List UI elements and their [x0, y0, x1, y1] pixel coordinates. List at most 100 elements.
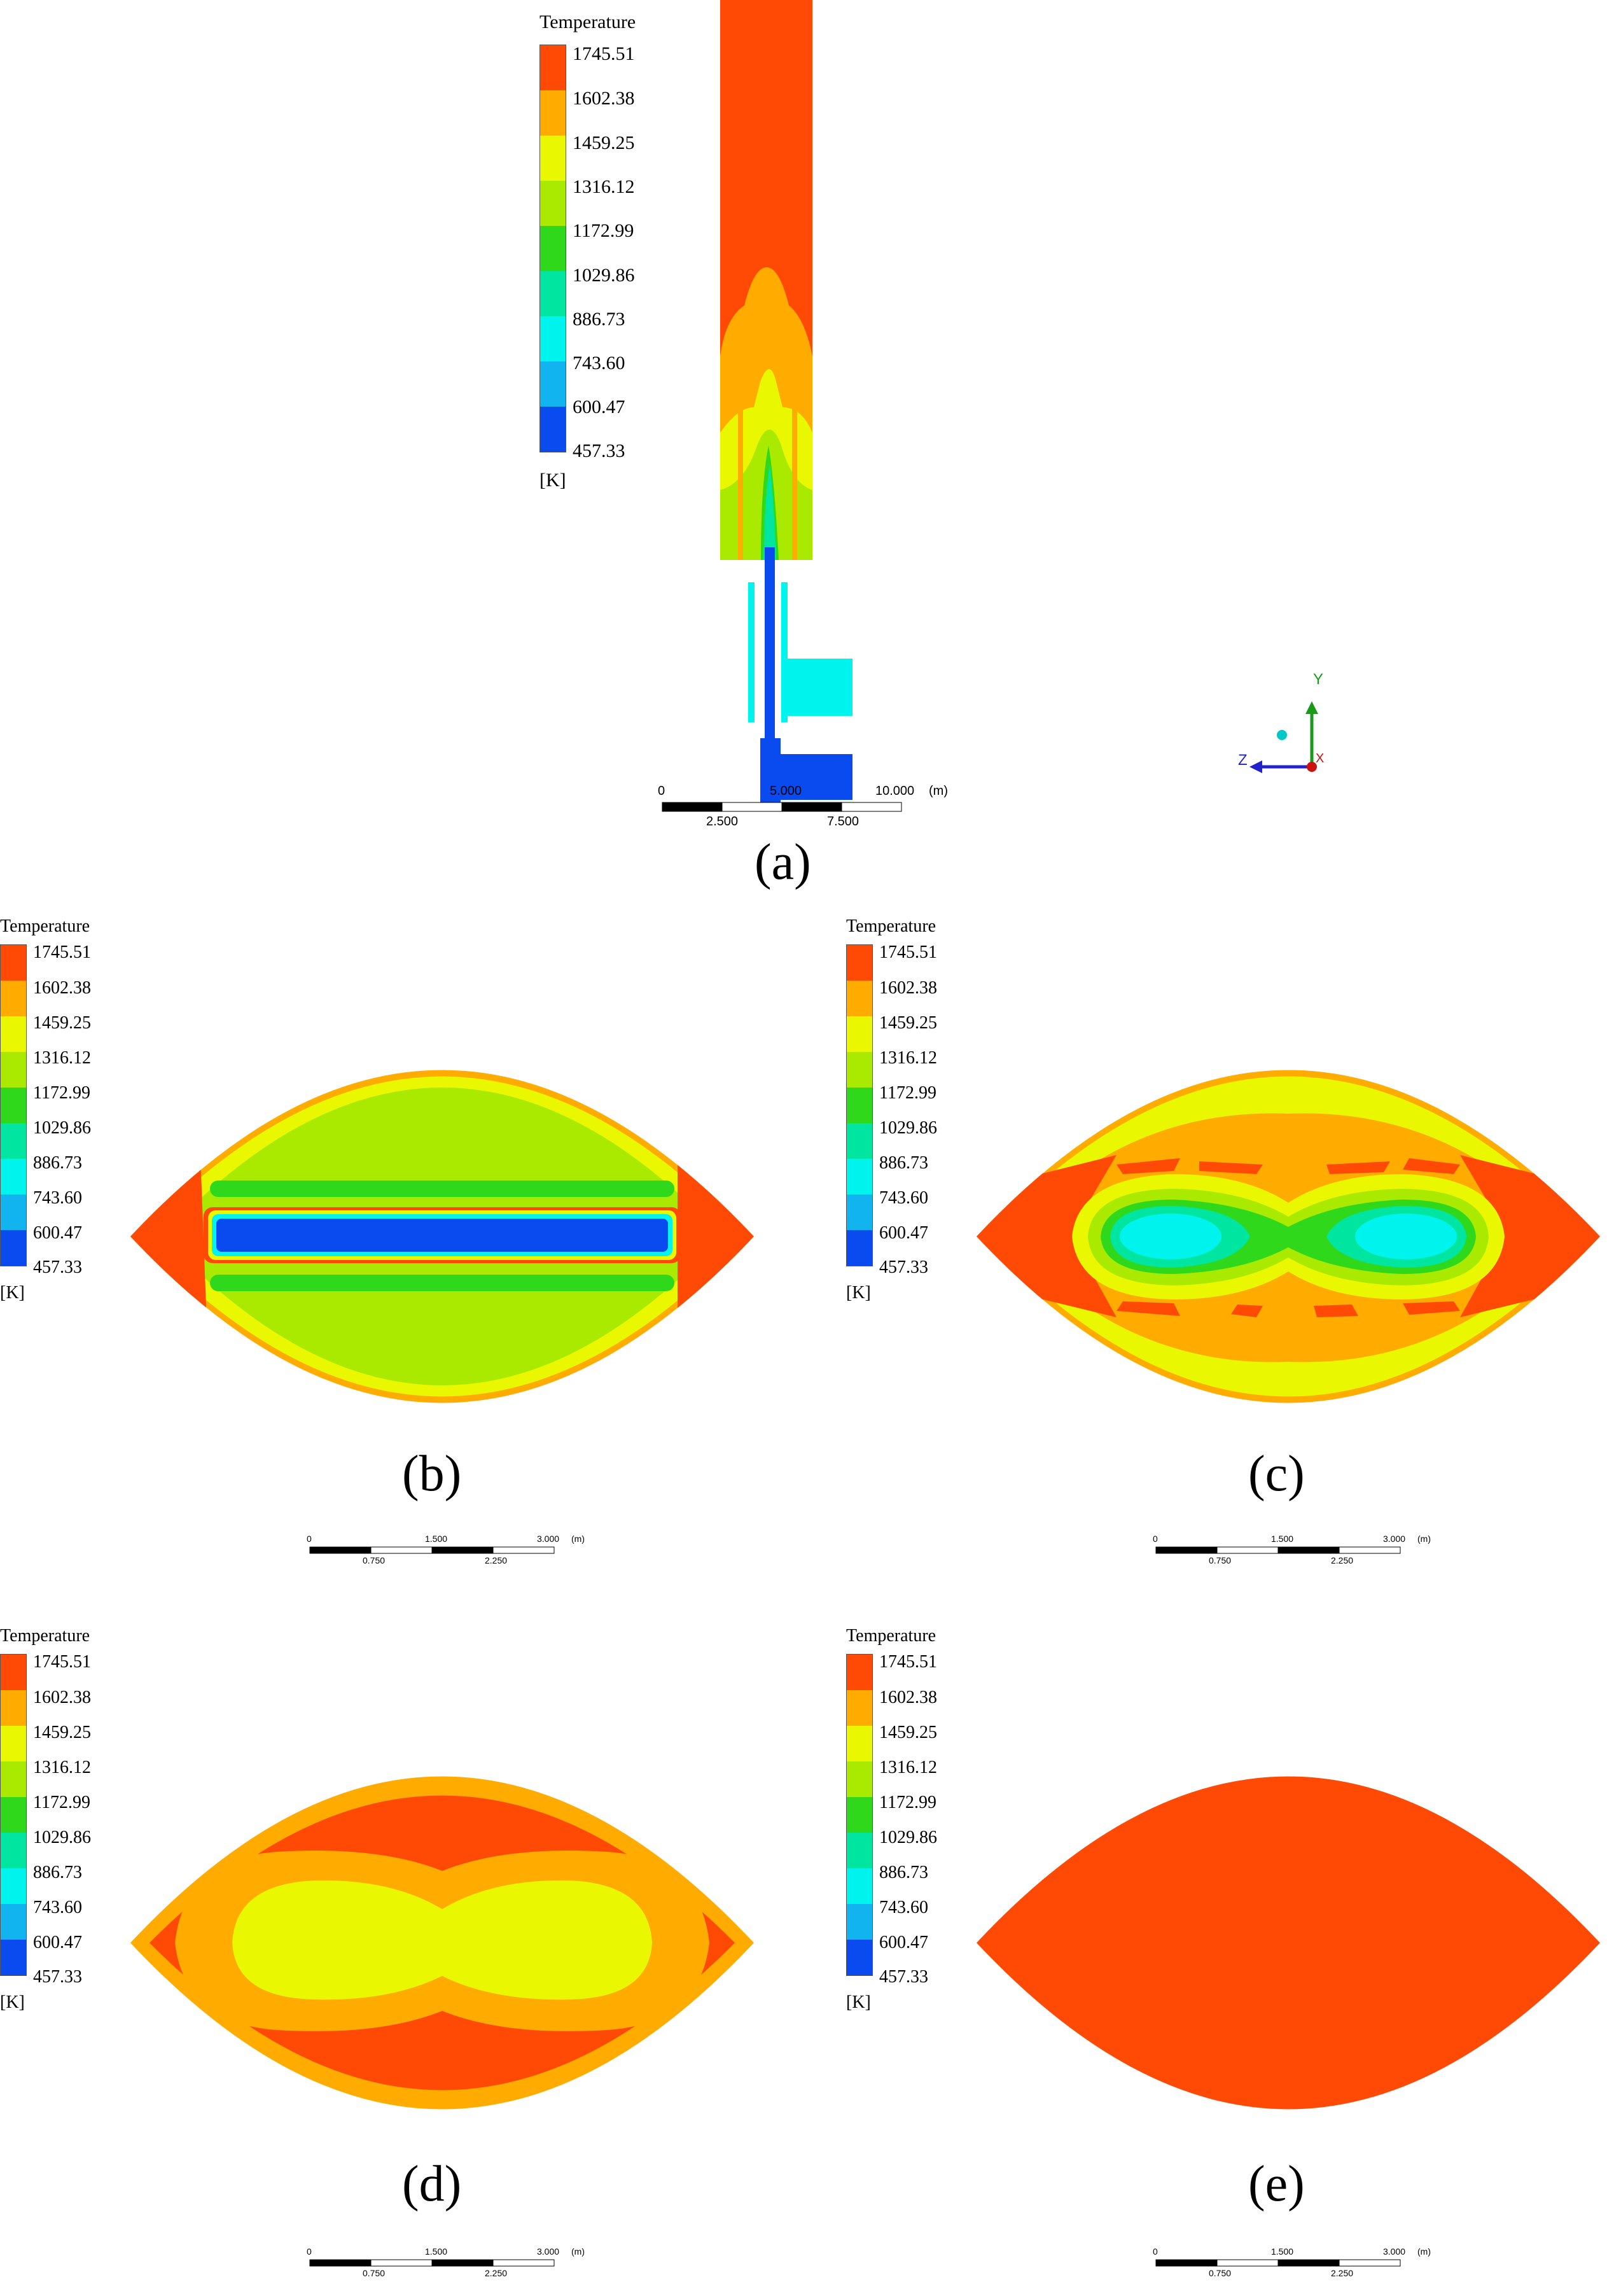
- chamber-cyan-core: [763, 465, 776, 560]
- hot-zone-right: [1460, 1155, 1600, 1317]
- hot-corner-left: [130, 1155, 207, 1324]
- cyan-wall-left: [748, 582, 755, 722]
- scale-tick: 3.000: [537, 2246, 560, 2257]
- cyan-lobe-left: [1120, 1214, 1221, 1259]
- scale-segment: [781, 802, 842, 812]
- scale-segment: [370, 2259, 433, 2267]
- chamber-orange-band: [738, 407, 743, 560]
- color-scale-bar: [0, 1654, 27, 1976]
- legend-b: Temperature 1745.51 1602.38 1459.25 1316…: [0, 916, 127, 1303]
- legend-value: 457.33: [573, 440, 625, 461]
- legend-value: 1316.12: [33, 1048, 91, 1068]
- legend-value: 457.33: [879, 1967, 928, 1987]
- color-band: [540, 407, 566, 452]
- color-band: [540, 271, 566, 316]
- color-band: [847, 1052, 872, 1088]
- scale-segment: [1339, 1546, 1401, 1554]
- scale-tick: 3.000: [1383, 1534, 1406, 1544]
- legend-value: 1745.51: [33, 1652, 91, 1672]
- legend-c: Temperature 1745.51 1602.38 1459.25 1316…: [846, 916, 973, 1303]
- color-band: [847, 1690, 872, 1726]
- legend-value: 1172.99: [879, 1083, 936, 1103]
- hot-corner-right: [678, 1155, 754, 1324]
- color-band: [847, 981, 872, 1016]
- legend-value: 743.60: [879, 1188, 928, 1208]
- legend-value: 1316.12: [573, 176, 635, 197]
- scale-unit: (m): [571, 1534, 585, 1544]
- legend-value: 600.47: [573, 396, 625, 417]
- legend-value: 1316.12: [879, 1758, 937, 1777]
- legend-value: 1602.38: [573, 88, 635, 109]
- legend-value: 1745.51: [573, 43, 635, 64]
- scale-unit: (m): [929, 784, 948, 798]
- legend-value: 1029.86: [33, 1828, 91, 1847]
- legend-unit: [K]: [0, 1283, 25, 1303]
- z-axis-arrowhead: [1249, 760, 1262, 773]
- color-band: [847, 1159, 872, 1194]
- scale-segment: [1216, 2259, 1279, 2267]
- legend-value: 1029.86: [33, 1118, 91, 1138]
- scale-tick: 0: [307, 1534, 312, 1544]
- color-band: [540, 181, 566, 226]
- color-band: [847, 945, 872, 981]
- legend-value: 1172.99: [33, 1793, 90, 1812]
- scale-tick: 1.500: [425, 2246, 448, 2257]
- scalebar-a: 0 5.000 10.000 (m) 2.500 7.500: [643, 784, 948, 841]
- legend-title: Temperature: [0, 916, 90, 936]
- scale-minor-tick: 2.250: [1331, 2268, 1354, 2278]
- z-axis-label: Z: [1238, 752, 1248, 769]
- color-band: [847, 1230, 872, 1266]
- legend-value: 1745.51: [879, 1652, 937, 1672]
- lens-outline: [977, 1776, 1600, 2110]
- burner-row-upper: [210, 1180, 674, 1197]
- cyan-lobe-right: [1355, 1214, 1457, 1259]
- scale-segment: [370, 1546, 433, 1554]
- legend-value: 600.47: [33, 1223, 82, 1243]
- color-band: [540, 361, 566, 407]
- legend-value: 1459.25: [879, 1723, 937, 1742]
- scale-segment: [309, 1546, 372, 1554]
- scale-minor-tick: 2.250: [485, 2268, 508, 2278]
- legend-value: 1745.51: [879, 942, 937, 962]
- scalebar-b: 0 1.500 3.000 (m) 0.750 2.250: [304, 1534, 597, 1572]
- scale-tick: 3.000: [1383, 2246, 1406, 2257]
- color-band: [847, 1088, 872, 1123]
- panel-label-c: (c): [1248, 1446, 1305, 1502]
- color-band: [847, 1194, 872, 1230]
- legend-value: 743.60: [33, 1898, 82, 1917]
- color-band: [1, 1761, 26, 1797]
- color-band: [1, 1194, 26, 1230]
- legend-value: 886.73: [573, 309, 625, 330]
- scale-minor-tick: 2.500: [706, 815, 739, 829]
- legend-value: 886.73: [879, 1153, 928, 1173]
- scale-segment: [662, 802, 723, 812]
- hot-zone-left: [977, 1155, 1117, 1317]
- scale-segment: [1277, 2259, 1340, 2267]
- color-band: [847, 1797, 872, 1833]
- cyan-duct: [788, 659, 852, 716]
- legend-value: 457.33: [879, 1257, 928, 1277]
- scale-minor-tick: 7.500: [827, 815, 859, 829]
- scale-segment: [1155, 1546, 1218, 1554]
- color-band: [847, 1655, 872, 1690]
- scale-unit: (m): [1417, 1534, 1431, 1544]
- color-band: [1, 1159, 26, 1194]
- scale-segment: [721, 802, 783, 812]
- legend-value: 1459.25: [33, 1723, 91, 1742]
- scale-segment: [309, 2259, 372, 2267]
- legend-title: Temperature: [539, 11, 636, 32]
- legend-value: 886.73: [33, 1863, 82, 1882]
- color-band: [1, 1690, 26, 1726]
- legend-value: 600.47: [879, 1223, 928, 1243]
- color-band: [540, 226, 566, 271]
- legend-value: 457.33: [33, 1257, 82, 1277]
- x-axis-dot: [1307, 762, 1317, 772]
- scale-segment: [1339, 2259, 1401, 2267]
- legend-value: 743.60: [573, 353, 625, 374]
- yellow-core: [232, 1880, 652, 2000]
- color-band: [847, 1833, 872, 1868]
- legend-value: 1172.99: [573, 220, 634, 241]
- legend-value: 1602.38: [879, 978, 937, 998]
- legend-unit: [K]: [539, 470, 566, 491]
- color-band: [847, 1904, 872, 1940]
